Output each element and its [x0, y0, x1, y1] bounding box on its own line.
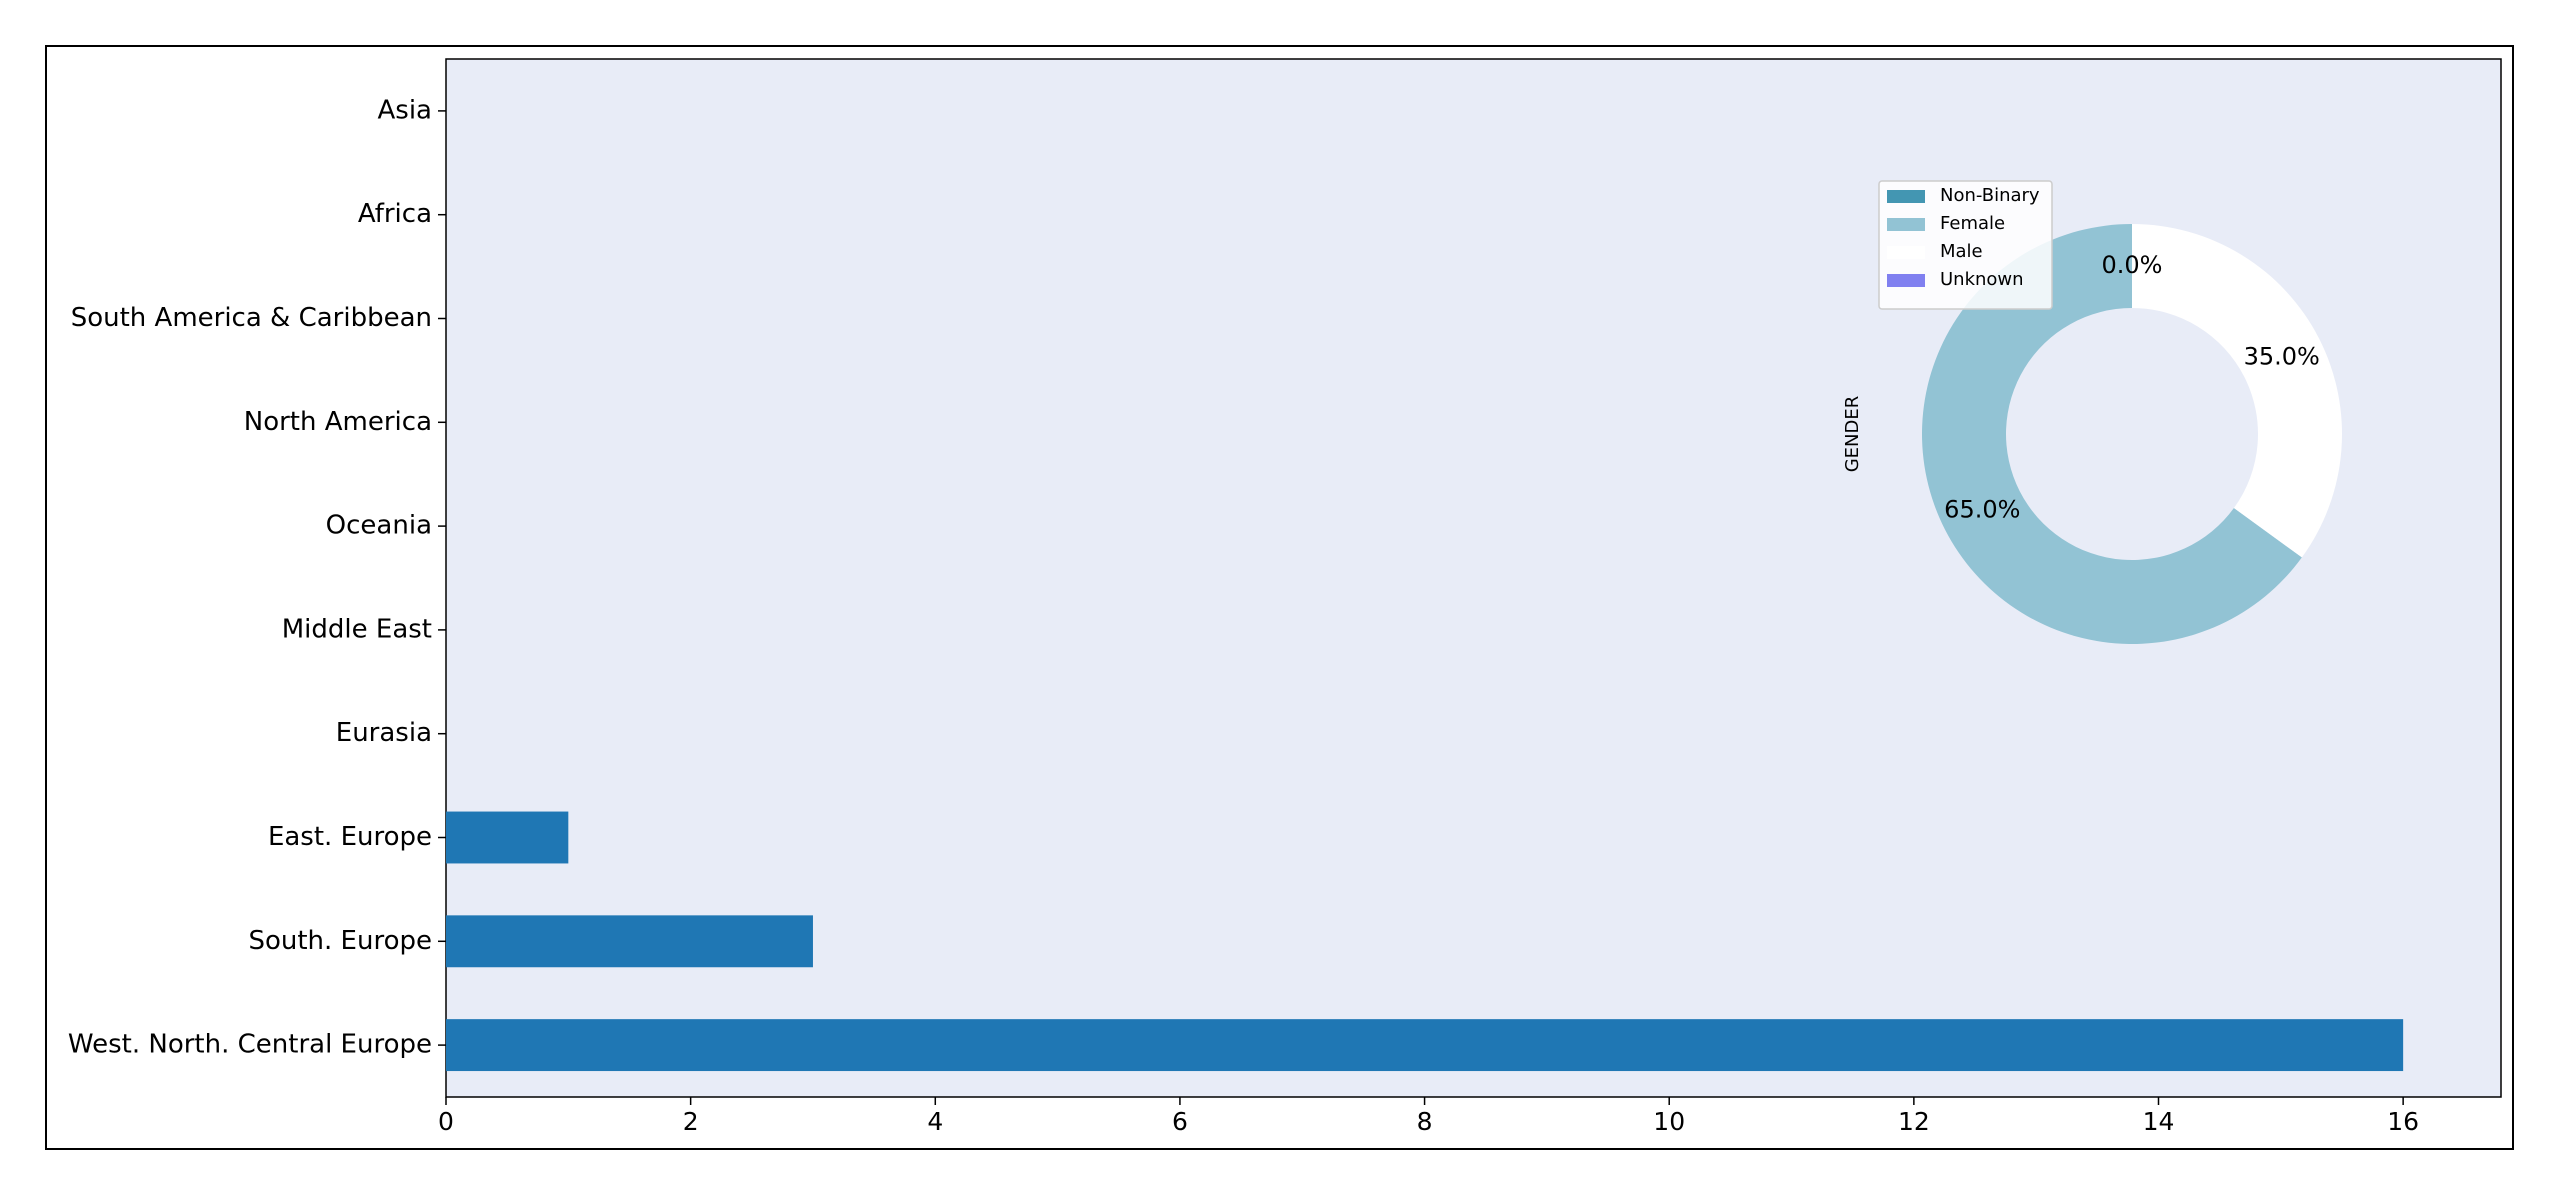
pie-value-label: 65.0% [1944, 495, 2020, 523]
legend-swatch [1887, 218, 1925, 231]
bar [446, 915, 813, 968]
y-tick-label: Middle East [282, 614, 432, 644]
pie-value-label: 35.0% [2244, 343, 2320, 371]
y-tick-label: South. Europe [248, 926, 432, 956]
legend-swatch [1887, 246, 1925, 259]
x-tick-label: 8 [1417, 1107, 1433, 1136]
legend-swatch [1887, 274, 1925, 287]
y-tick-label: South America & Caribbean [71, 303, 432, 333]
legend-label: Male [1940, 241, 1983, 262]
y-tick-label: East. Europe [268, 822, 432, 852]
y-tick-label: North America [244, 407, 432, 437]
legend-swatch [1887, 190, 1925, 203]
legend-label: Non-Binary [1940, 185, 2040, 206]
pie-wedge [1922, 224, 2302, 644]
y-tick-label: Oceania [326, 511, 432, 541]
y-tick-label: Asia [378, 95, 433, 125]
x-tick-label: 12 [1898, 1107, 1930, 1136]
x-tick-label: 4 [927, 1107, 943, 1136]
pie-value-label: 0.0% [2102, 251, 2163, 279]
x-tick-label: 6 [1172, 1107, 1188, 1136]
x-tick-label: 10 [1653, 1107, 1685, 1136]
x-tick-label: 2 [683, 1107, 699, 1136]
y-tick-label: Eurasia [336, 718, 432, 748]
legend-label: Female [1940, 213, 2005, 234]
x-tick-label: 0 [438, 1107, 454, 1136]
y-tick-label: West. North. Central Europe [68, 1030, 432, 1060]
x-tick-label: 16 [2387, 1107, 2419, 1136]
legend-label: Unknown [1940, 269, 2024, 290]
pie-wedge [2132, 224, 2342, 558]
x-tick-label: 14 [2143, 1107, 2175, 1136]
bar [446, 1019, 2404, 1072]
figure-frame [45, 45, 2514, 1150]
y-tick-label: Africa [358, 199, 432, 229]
bar [446, 811, 569, 864]
pie-ylabel: GENDER [1842, 396, 1863, 473]
